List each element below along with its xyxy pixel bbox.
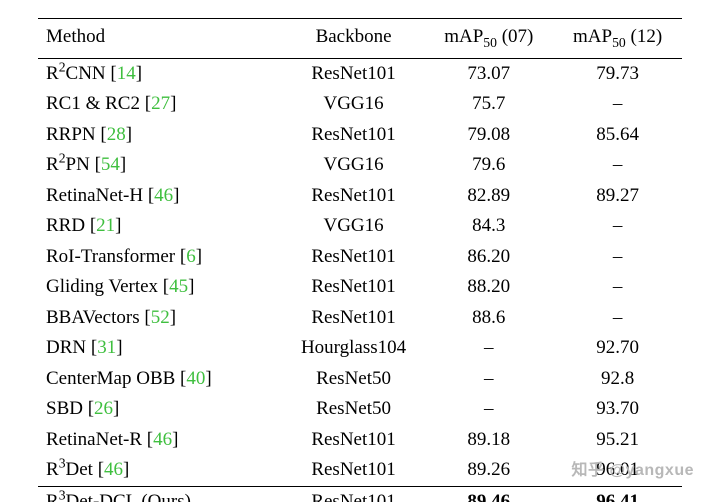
cell-map12: 96.01 — [553, 455, 682, 486]
citation-link[interactable]: 14 — [117, 63, 136, 84]
citation-link[interactable]: 46 — [104, 459, 123, 480]
citation-link[interactable]: 31 — [97, 337, 116, 358]
cell-map12: 89.27 — [553, 181, 682, 212]
cell-method: RRPN [28] — [38, 120, 283, 151]
table-row: RetinaNet-R [46]ResNet10189.1895.21 — [38, 425, 682, 456]
cell-backbone: ResNet101 — [283, 303, 425, 334]
cell-backbone: ResNet101 — [283, 242, 425, 273]
citation-link[interactable]: 45 — [169, 276, 188, 297]
cell-map07: 73.07 — [424, 58, 553, 89]
cell-map07: 88.6 — [424, 303, 553, 334]
table-row: RC1 & RC2 [27]VGG1675.7– — [38, 89, 682, 120]
table-row: RRPN [28]ResNet10179.0885.64 — [38, 120, 682, 151]
cell-backbone: Hourglass104 — [283, 333, 425, 364]
cell-method: RoI-Transformer [6] — [38, 242, 283, 273]
cell-map07: – — [424, 394, 553, 425]
table-body: R2CNN [14]ResNet10173.0779.73RC1 & RC2 [… — [38, 58, 682, 502]
cell-method: BBAVectors [52] — [38, 303, 283, 334]
table-row: R3Det [46]ResNet10189.2696.01 — [38, 455, 682, 486]
cell-map07: 82.89 — [424, 181, 553, 212]
cell-map12: 93.70 — [553, 394, 682, 425]
cell-map07: 89.26 — [424, 455, 553, 486]
cell-map07: 79.08 — [424, 120, 553, 151]
cell-map12: 92.70 — [553, 333, 682, 364]
citation-link[interactable]: 6 — [186, 246, 196, 267]
cell-method: SBD [26] — [38, 394, 283, 425]
col-map12: mAP50 (12) — [553, 19, 682, 59]
citation-link[interactable]: 54 — [101, 154, 120, 175]
cell-backbone: ResNet101 — [283, 58, 425, 89]
cell-map12: 96.41 — [553, 486, 682, 502]
table-row: Gliding Vertex [45]ResNet10188.20– — [38, 272, 682, 303]
cell-method: RetinaNet-H [46] — [38, 181, 283, 212]
table-row: DRN [31]Hourglass104–92.70 — [38, 333, 682, 364]
cell-map07: 89.46 — [424, 486, 553, 502]
cell-method: Gliding Vertex [45] — [38, 272, 283, 303]
cell-map07: 75.7 — [424, 89, 553, 120]
cell-map07: 79.6 — [424, 150, 553, 181]
citation-link[interactable]: 52 — [151, 307, 170, 328]
table-header-row: Method Backbone mAP50 (07) mAP50 (12) — [38, 19, 682, 59]
table-row: R2CNN [14]ResNet10173.0779.73 — [38, 58, 682, 89]
cell-backbone: ResNet50 — [283, 394, 425, 425]
cell-backbone: ResNet50 — [283, 364, 425, 395]
cell-method: RC1 & RC2 [27] — [38, 89, 283, 120]
table-row: RetinaNet-H [46]ResNet10182.8989.27 — [38, 181, 682, 212]
cell-map07: 89.18 — [424, 425, 553, 456]
cell-map07: 86.20 — [424, 242, 553, 273]
cell-map07: 84.3 — [424, 211, 553, 242]
cell-method: R2PN [54] — [38, 150, 283, 181]
cell-map12: 85.64 — [553, 120, 682, 151]
cell-map12: 92.8 — [553, 364, 682, 395]
citation-link[interactable]: 21 — [96, 215, 115, 236]
col-method: Method — [38, 19, 283, 59]
cell-method: RetinaNet-R [46] — [38, 425, 283, 456]
cell-map07: 88.20 — [424, 272, 553, 303]
table-row: BBAVectors [52]ResNet10188.6– — [38, 303, 682, 334]
table-row: RoI-Transformer [6]ResNet10186.20– — [38, 242, 682, 273]
cell-map12: – — [553, 89, 682, 120]
citation-link[interactable]: 26 — [94, 398, 113, 419]
cell-backbone: ResNet101 — [283, 181, 425, 212]
table-row: R2PN [54]VGG1679.6– — [38, 150, 682, 181]
cell-map12: – — [553, 242, 682, 273]
results-table: Method Backbone mAP50 (07) mAP50 (12) R2… — [38, 18, 682, 502]
cell-method: R2CNN [14] — [38, 58, 283, 89]
col-backbone: Backbone — [283, 19, 425, 59]
cell-backbone: VGG16 — [283, 211, 425, 242]
table-row: SBD [26]ResNet50–93.70 — [38, 394, 682, 425]
cell-map07: – — [424, 333, 553, 364]
cell-backbone: ResNet101 — [283, 486, 425, 502]
cell-map12: 95.21 — [553, 425, 682, 456]
cell-map12: – — [553, 211, 682, 242]
cell-backbone: VGG16 — [283, 150, 425, 181]
cell-map07: – — [424, 364, 553, 395]
cell-method: R3Det [46] — [38, 455, 283, 486]
cell-map12: – — [553, 150, 682, 181]
cell-method: DRN [31] — [38, 333, 283, 364]
citation-link[interactable]: 27 — [151, 93, 170, 114]
citation-link[interactable]: 46 — [153, 429, 172, 450]
cell-map12: – — [553, 303, 682, 334]
col-map07: mAP50 (07) — [424, 19, 553, 59]
cell-backbone: ResNet101 — [283, 272, 425, 303]
table-row: RRD [21]VGG1684.3– — [38, 211, 682, 242]
citation-link[interactable]: 28 — [107, 124, 126, 145]
cell-map12: 79.73 — [553, 58, 682, 89]
table-row: CenterMap OBB [40]ResNet50–92.8 — [38, 364, 682, 395]
cell-backbone: VGG16 — [283, 89, 425, 120]
citation-link[interactable]: 46 — [154, 185, 173, 206]
cell-backbone: ResNet101 — [283, 425, 425, 456]
citation-link[interactable]: 40 — [186, 368, 205, 389]
results-table-page: Method Backbone mAP50 (07) mAP50 (12) R2… — [0, 0, 720, 502]
cell-map12: – — [553, 272, 682, 303]
cell-method: CenterMap OBB [40] — [38, 364, 283, 395]
cell-method: R3Det-DCL (Ours) — [38, 486, 283, 502]
cell-backbone: ResNet101 — [283, 120, 425, 151]
cell-backbone: ResNet101 — [283, 455, 425, 486]
cell-method: RRD [21] — [38, 211, 283, 242]
table-row: R3Det-DCL (Ours)ResNet10189.4696.41 — [38, 486, 682, 502]
